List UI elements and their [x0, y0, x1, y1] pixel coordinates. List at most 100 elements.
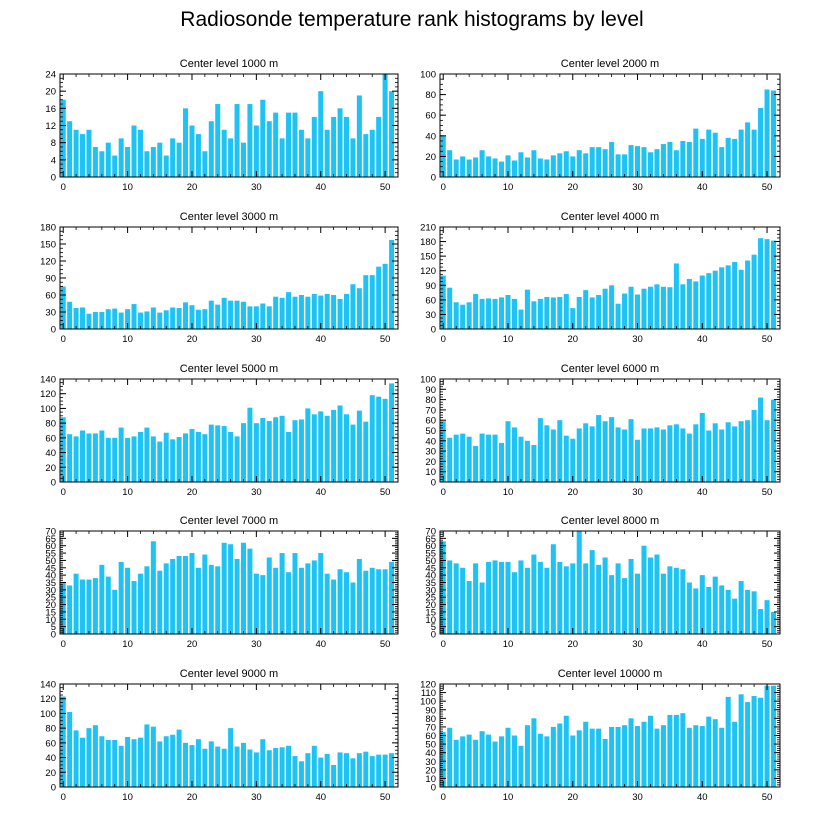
histogram-bar — [73, 436, 79, 482]
histogram-bar — [596, 415, 602, 482]
histogram-bar — [660, 573, 666, 634]
histogram-bar — [234, 436, 240, 482]
histogram-bar — [221, 542, 227, 634]
histogram-bar — [641, 147, 647, 177]
histogram-bar — [686, 141, 692, 177]
histogram-bar — [311, 745, 317, 787]
y-tick-label: 60 — [425, 416, 436, 427]
histogram-bar — [105, 576, 111, 634]
histogram-bar — [389, 561, 395, 634]
figure-title: Radiosonde temperature rank histograms b… — [180, 8, 644, 31]
histogram-bar — [732, 261, 738, 329]
y-tick-label: 65 — [45, 534, 56, 545]
histogram-bar — [544, 567, 550, 634]
histogram-bar — [686, 727, 692, 787]
histogram-bar — [524, 567, 530, 634]
histogram-bar — [389, 240, 395, 329]
histogram-bar — [544, 159, 550, 177]
y-tick-label: 120 — [40, 694, 56, 705]
x-tick-label: 10 — [503, 334, 514, 345]
histogram-bar — [537, 418, 543, 482]
histogram-bar — [447, 560, 453, 634]
y-tick-label: 0 — [431, 630, 436, 641]
y-tick-label: 40 — [45, 448, 56, 459]
histogram-bar — [706, 586, 712, 634]
histogram-bar — [589, 426, 595, 482]
histogram-bar — [343, 572, 349, 634]
histogram-bar — [550, 297, 556, 329]
histogram-bar — [635, 573, 641, 634]
histogram-bar — [745, 122, 751, 177]
y-tick-label: 25 — [425, 593, 436, 604]
y-tick-label: 140 — [40, 680, 56, 691]
x-tick-label: 30 — [632, 487, 643, 498]
x-tick-label: 40 — [315, 639, 326, 650]
histogram-bar — [131, 436, 137, 482]
histogram-bar — [67, 585, 73, 634]
histogram-bar — [518, 436, 524, 482]
histogram-bar — [163, 432, 169, 482]
y-tick-label: 100 — [40, 404, 56, 415]
histogram-bar — [466, 734, 472, 787]
histogram-bar — [86, 129, 92, 177]
histogram-bar — [602, 738, 608, 787]
histogram-bar — [215, 104, 221, 177]
histogram-bar — [570, 563, 576, 634]
y-tick-label: 0 — [431, 325, 436, 336]
histogram-bar — [337, 108, 343, 177]
histogram-bar — [382, 754, 388, 787]
histogram-bar — [673, 424, 679, 482]
histogram-bar — [247, 306, 253, 329]
histogram-bar — [183, 302, 189, 329]
x-tick-label: 40 — [315, 334, 326, 345]
y-tick-label: 60 — [425, 295, 436, 306]
histogram-bar — [699, 412, 705, 482]
y-tick-label: 120 — [40, 257, 56, 268]
histogram-bar — [131, 739, 137, 787]
histogram-bar — [654, 149, 660, 177]
histogram-bar — [719, 585, 725, 634]
histogram-bar — [667, 287, 673, 329]
histogram-bar — [324, 753, 330, 787]
histogram-bar — [641, 288, 647, 329]
x-tick-label: 30 — [251, 182, 262, 193]
histogram-bar — [183, 433, 189, 482]
histogram-bar — [673, 567, 679, 634]
histogram-bar — [738, 694, 744, 787]
x-tick-label: 30 — [251, 334, 262, 345]
histogram-bar — [758, 107, 764, 177]
histogram-bar — [647, 715, 653, 787]
histogram-bar — [292, 296, 298, 329]
y-tick-label: 120 — [420, 680, 436, 691]
x-tick-label: 40 — [315, 487, 326, 498]
histogram-bar — [667, 714, 673, 787]
histogram-bar — [576, 730, 582, 787]
y-tick-label: 100 — [420, 70, 436, 81]
histogram-bar — [343, 414, 349, 482]
y-tick-label: 55 — [45, 549, 56, 560]
histogram-bar — [738, 581, 744, 634]
histogram-bar — [531, 301, 537, 329]
histogram-bar — [460, 304, 466, 329]
x-tick-label: 10 — [122, 487, 133, 498]
histogram-bar — [440, 732, 446, 787]
histogram-bar — [706, 716, 712, 787]
histogram-bar — [505, 561, 511, 634]
histogram-bar — [266, 306, 272, 329]
histogram-bar — [557, 296, 563, 329]
histogram-bar — [356, 288, 362, 329]
histogram-bar — [131, 581, 137, 634]
histogram-bar — [693, 725, 699, 787]
histogram-bar — [137, 737, 143, 787]
y-tick-label: 12 — [45, 121, 56, 132]
histogram-bar — [479, 298, 485, 329]
histogram-bar — [273, 567, 279, 634]
histogram-bar — [286, 745, 292, 787]
histogram-bar — [331, 409, 337, 482]
histogram-bar — [524, 157, 530, 177]
histogram-bar — [157, 312, 163, 329]
y-tick-label: 10 — [425, 615, 436, 626]
panel-title: Center level 6000 m — [561, 363, 659, 375]
histogram-bar — [286, 431, 292, 482]
histogram-bar — [112, 308, 118, 329]
